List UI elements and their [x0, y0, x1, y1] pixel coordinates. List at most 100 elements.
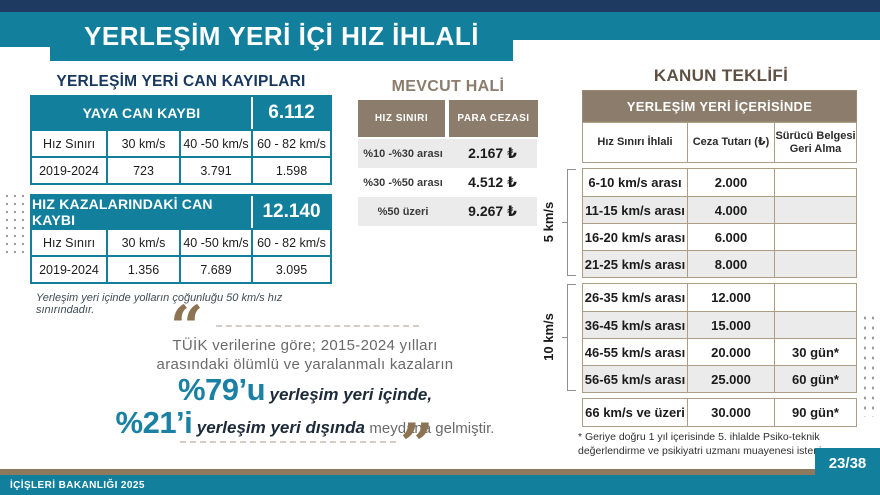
pedestrian-deaths-table: YAYA CAN KAYBI 6.112 Hız Sınırı 30 km/s … [30, 95, 332, 185]
table-header-row: HIZ KAZALARINDAKİ CAN KAYBI 12.140 [32, 196, 330, 228]
table-row: 21-25 km/s arası 8.000 [583, 250, 856, 277]
open-quote-icon: “ [170, 293, 204, 361]
cell: 25.000 [687, 366, 774, 392]
left-section-title: YERLEŞİM YERİ CAN KAYIPLARI [56, 73, 306, 90]
current-table-header: HIZ SINIRI PARA CEZASI [358, 100, 538, 137]
right-dots-decoration [861, 313, 880, 417]
table-row: Hız Sınırı 30 km/s 40 -50 km/s 60 - 82 k… [32, 129, 330, 156]
current-table-row: %10 -%30 arası 2.167 ₺ [358, 139, 537, 168]
proposal-group-10kms: 26-35 km/s arası 12.000 36-45 km/s arası… [582, 283, 857, 393]
bracket-5kms [562, 169, 576, 276]
cell [774, 224, 856, 250]
bracket-10kms [562, 284, 576, 391]
cell: 40 -50 km/s [179, 131, 251, 156]
table-row: 56-65 km/s arası 25.000 60 gün* [583, 365, 856, 392]
top-navy-bar [0, 0, 880, 12]
column-header: Ceza Tutarı (₺) [687, 123, 774, 162]
proposal-final-row: 66 km/s ve üzeri 30.000 90 gün* [582, 398, 857, 427]
table-row: 26-35 km/s arası 12.000 [583, 284, 856, 311]
cell [774, 312, 856, 338]
cell: 56-65 km/s arası [584, 371, 686, 387]
cell [774, 251, 856, 277]
stat-line-rural: %21’i yerleşim yeri dışında meydana gelm… [75, 405, 535, 441]
cell: 2.167 ₺ [468, 145, 517, 161]
cell: 4.000 [687, 197, 774, 223]
proposal-column-headers: Hız Sınırı İhlali Ceza Tutarı (₺) Sürücü… [582, 122, 857, 163]
table-title: YAYA CAN KAYBI [32, 97, 253, 129]
table-row: 2019-2024 1.356 7.689 3.095 [32, 255, 330, 282]
cell: 6-10 km/s arası [588, 175, 682, 190]
table-row: 36-45 km/s arası 15.000 [583, 311, 856, 338]
current-table-row: %50 üzeri 9.267 ₺ [358, 197, 537, 226]
table-header-row: YAYA CAN KAYBI 6.112 [32, 97, 330, 129]
proposal-group-5kms: 6-10 km/s arası 2.000 11-15 km/s arası 4… [582, 168, 857, 278]
header-gap [445, 100, 449, 137]
left-dots-decoration [3, 192, 26, 254]
title-ribbon-left-fold [0, 12, 50, 47]
table-title: HIZ KAZALARINDAKİ CAN KAYBI [32, 196, 253, 228]
cell: 46-55 km/s arası [584, 344, 686, 360]
cell: 3.791 [179, 158, 251, 183]
cell: 40 -50 km/s [179, 230, 251, 255]
quote-line-1: TÜİK verilerine göre; 2015-2024 yılları [172, 337, 438, 354]
stat-tail-text: meydana gelmiştir. [369, 420, 495, 437]
cell: 36-45 km/s arası [584, 317, 686, 333]
cell [774, 169, 856, 196]
close-quote-icon: ” [400, 411, 434, 479]
cell: 15.000 [687, 312, 774, 338]
footer-accent-line [0, 469, 880, 475]
cell: 20.000 [687, 339, 774, 365]
cell: Hız Sınırı [42, 235, 96, 250]
cell: 60 - 82 km/s [251, 131, 330, 156]
cell: 9.267 ₺ [468, 203, 517, 219]
cell: 2019-2024 [39, 262, 99, 277]
cell [774, 284, 856, 311]
current-table-row: %30 -%50 arası 4.512 ₺ [358, 168, 537, 197]
cell: 4.512 ₺ [468, 174, 517, 190]
group-label-10kms: 10 km/s [541, 313, 556, 361]
cell: 8.000 [687, 251, 774, 277]
proposal-table-title: YERLEŞİM YERİ İÇERİSİNDE [582, 90, 857, 122]
cell: 3.095 [251, 257, 330, 282]
column-header: HIZ SINIRI [358, 100, 445, 137]
table-row: 6-10 km/s arası 2.000 [583, 169, 856, 196]
stat-line-urban: %79’u yerleşim yeri içinde, [100, 372, 510, 408]
cell: 16-20 km/s arası [584, 229, 686, 245]
cell: 1.356 [106, 257, 179, 282]
table-row: 2019-2024 723 3.791 1.598 [32, 156, 330, 183]
cell: 12.000 [687, 284, 774, 311]
cell: 60 - 82 km/s [251, 230, 330, 255]
table-row: 46-55 km/s arası 20.000 30 gün* [583, 338, 856, 365]
cell: 66 km/s ve üzeri [585, 405, 685, 420]
cell: 21-25 km/s arası [584, 256, 686, 272]
cell: 1.598 [251, 158, 330, 183]
quote-bottom-dash-line [180, 441, 396, 443]
law-proposal-title: KANUN TEKLİFİ [653, 66, 789, 85]
stat-label-rural: yerleşim yeri dışında [196, 418, 365, 437]
quote-line-2: arasındaki ölümlü ve yaralanmalı kazalar… [156, 356, 454, 373]
table-row: 16-20 km/s arası 6.000 [583, 223, 856, 250]
cell: 7.689 [179, 257, 251, 282]
proposal-footnote: * Geriye doğru 1 yıl içerisinde 5. ihlal… [578, 431, 828, 457]
stat-value-urban: %79’u [177, 372, 266, 407]
table-row: 66 km/s ve üzeri 30.000 90 gün* [583, 399, 856, 426]
stat-value-rural: %21’i [115, 405, 193, 440]
cell: %50 üzeri [377, 205, 429, 218]
cell: 11-15 km/s arası [585, 202, 685, 218]
cell: 30.000 [687, 399, 774, 426]
cell: Hız Sınırı [42, 136, 96, 151]
cell: 60 gün* [774, 366, 856, 392]
table-total: 6.112 [268, 102, 315, 123]
ministry-label: İÇİŞLERİ BAKANLIĞI 2025 [10, 479, 145, 491]
current-state-title: MEVCUT HALİ [391, 78, 505, 95]
cell: 30 km/s [106, 131, 179, 156]
cell: 6.000 [687, 224, 774, 250]
page-number-badge: 23/38 [815, 448, 880, 478]
table-row: Hız Sınırı 30 km/s 40 -50 km/s 60 - 82 k… [32, 228, 330, 255]
cell: 26-35 km/s arası [584, 290, 686, 305]
table-total: 12.140 [262, 201, 321, 222]
column-header: PARA CEZASI [449, 100, 538, 137]
column-header: Hız Sınırı İhlali [597, 136, 673, 149]
quote-top-dash-line [216, 325, 419, 327]
